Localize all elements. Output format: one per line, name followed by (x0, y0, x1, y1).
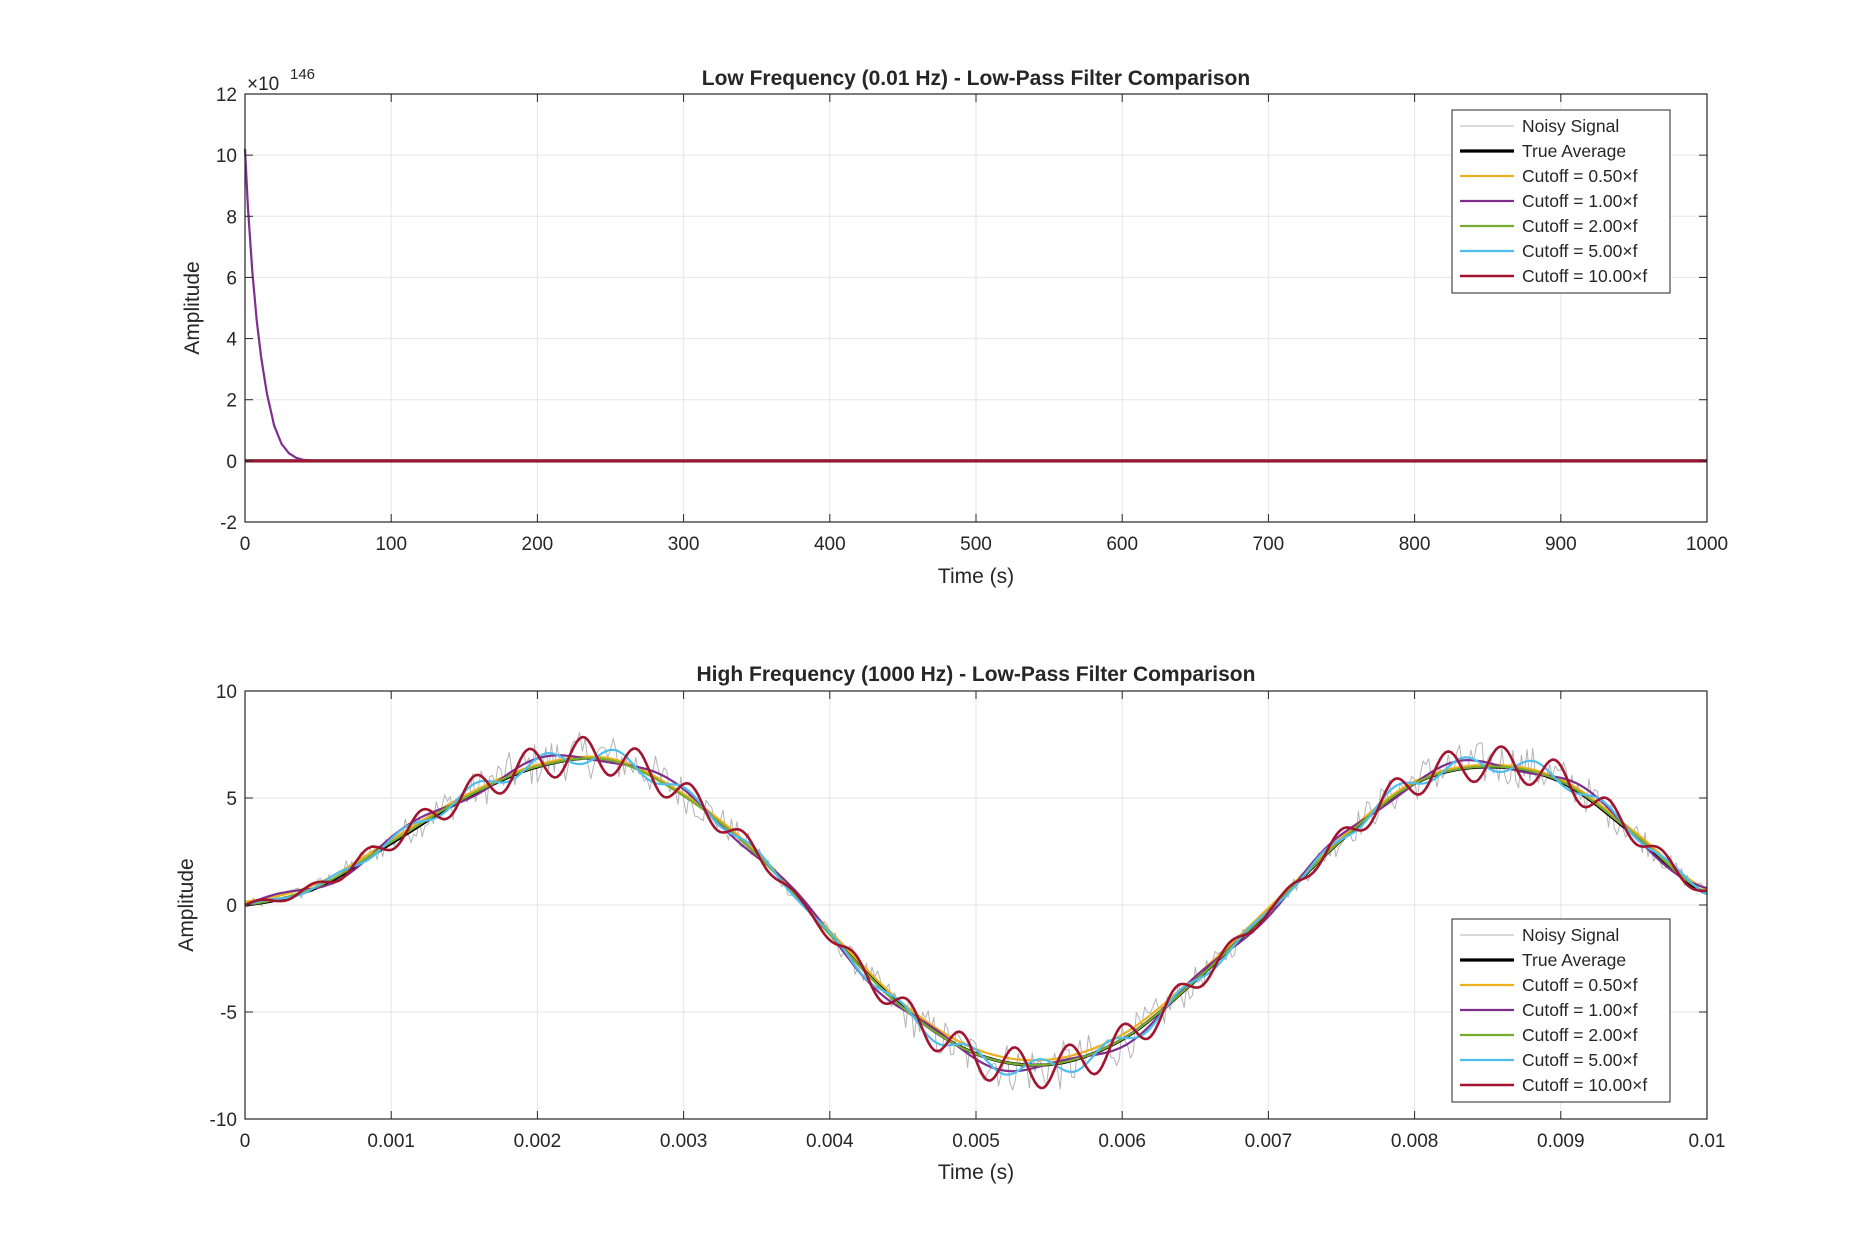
bottom-y-axis-label: Amplitude (175, 858, 198, 951)
top-ticks: 0 100 200 300 400 500 600 700 800 900 1000-2024681… (216, 85, 1728, 555)
y-tick-label: 5 (226, 789, 237, 810)
top-legend: Noisy Signal True Average Cutoff = 0.50×f C… (1451, 109, 1671, 294)
legend-entry: Cutoff = 0.50×f (1522, 166, 1638, 186)
y-tick-label: 10 (216, 682, 237, 703)
x-tick-label: 500 (960, 534, 992, 555)
x-tick-label: 1000 (1686, 534, 1728, 555)
x-tick-label: 0.008 (1391, 1131, 1439, 1152)
x-tick-label: 100 (375, 534, 407, 555)
y-tick-label: 10 (216, 146, 237, 167)
legend-entry: True Average (1522, 950, 1626, 970)
bottom-legend: Noisy Signal True Average Cutoff = 0.50×f C… (1451, 918, 1671, 1103)
y-tick-label: -2 (220, 513, 237, 534)
y-tick-label: -5 (220, 1003, 237, 1024)
top-x-axis-label: Time (s) (938, 565, 1014, 588)
x-tick-label: 600 (1106, 534, 1138, 555)
legend-entry: Cutoff = 1.00×f (1522, 191, 1638, 211)
y-tick-label: 0 (226, 452, 237, 473)
x-tick-label: 200 (522, 534, 554, 555)
bottom-series-lines (244, 731, 1708, 1091)
bottom-x-axis-label: Time (s) (938, 1161, 1014, 1184)
x-tick-label: 0.001 (367, 1131, 415, 1152)
x-tick-label: 700 (1253, 534, 1285, 555)
legend-entry: Noisy Signal (1522, 116, 1619, 136)
x-tick-label: 0.006 (1098, 1131, 1146, 1152)
legend-entry: Cutoff = 5.00×f (1522, 241, 1638, 261)
y-tick-label: 12 (216, 85, 237, 106)
x-tick-label: 800 (1399, 534, 1431, 555)
y-tick-label: 0 (226, 896, 237, 917)
y-tick-label: -10 (210, 1110, 237, 1131)
x-tick-label: 0 (240, 1131, 251, 1152)
x-tick-label: 0.01 (1689, 1131, 1726, 1152)
x-tick-label: 0.005 (952, 1131, 1000, 1152)
x-tick-label: 0.009 (1537, 1131, 1585, 1152)
legend-entry: True Average (1522, 141, 1626, 161)
top-axes: 0 100 200 300 400 500 600 700 800 900 1000-2024681… (181, 66, 1728, 588)
x-tick-label: 400 (814, 534, 846, 555)
y-tick-label: 2 (226, 391, 237, 412)
x-tick-label: 0.003 (660, 1131, 708, 1152)
x-tick-label: 0.007 (1245, 1131, 1293, 1152)
legend-entry: Cutoff = 1.00×f (1522, 1000, 1638, 1020)
x-tick-label: 0.004 (806, 1131, 854, 1152)
legend-entry: Cutoff = 10.00×f (1522, 266, 1647, 286)
y-tick-label: 8 (226, 207, 237, 228)
legend-entry: Noisy Signal (1522, 925, 1619, 945)
top-y-exponent-base: ×10 (247, 74, 279, 95)
top-series-lines (243, 148, 1707, 463)
legend-entry: Cutoff = 10.00×f (1522, 1075, 1647, 1095)
bottom-ticks: 0 0.001 0.002 0.003 0.004 0.005 0.006 0.007 0.00… (210, 682, 1726, 1152)
legend-entry: Cutoff = 2.00×f (1522, 216, 1638, 236)
bottom-axes: 0 0.001 0.002 0.003 0.004 0.005 0.006 0.007 0.00… (175, 663, 1725, 1184)
x-tick-label: 900 (1545, 534, 1577, 555)
x-tick-label: 0 (240, 534, 251, 555)
legend-entry: Cutoff = 5.00×f (1522, 1050, 1638, 1070)
legend-entry: Cutoff = 2.00×f (1522, 1025, 1638, 1045)
x-tick-label: 0.002 (514, 1131, 562, 1152)
y-tick-label: 4 (226, 330, 237, 351)
legend-entry: Cutoff = 0.50×f (1522, 975, 1638, 995)
series-line-6 (244, 735, 1707, 1090)
y-tick-label: 6 (226, 268, 237, 289)
x-tick-label: 300 (668, 534, 700, 555)
top-y-exponent-power: 146 (290, 66, 315, 83)
top-y-axis-label: Amplitude (181, 261, 204, 354)
bottom-chart-title: High Frequency (1000 Hz) - Low-Pass Filt… (697, 663, 1256, 686)
series-line-5 (244, 748, 1708, 1076)
top-chart-title: Low Frequency (0.01 Hz) - Low-Pass Filte… (702, 67, 1250, 90)
